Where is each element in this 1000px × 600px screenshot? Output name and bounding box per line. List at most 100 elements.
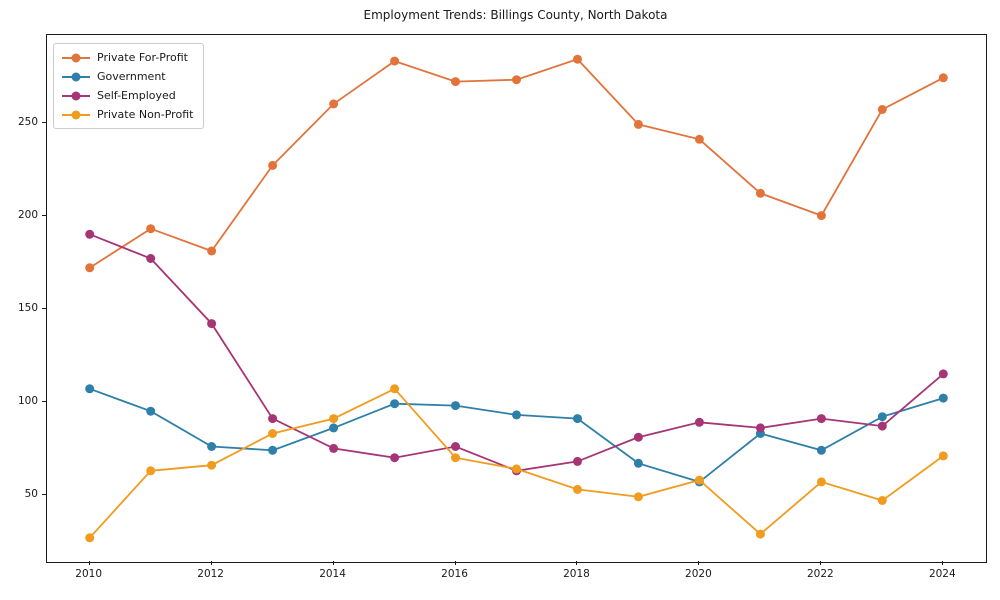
data-point: [329, 423, 339, 433]
legend: Private For-Profit Government Self-Emplo…: [53, 43, 205, 129]
y-tick-mark: [42, 307, 46, 309]
data-point: [755, 529, 765, 539]
y-tick-label: 150: [17, 301, 38, 314]
x-tick-mark: [698, 561, 700, 565]
data-point: [877, 105, 887, 114]
data-point: [816, 414, 826, 424]
data-point: [329, 99, 339, 109]
x-tick-label: 2022: [806, 568, 834, 580]
data-point: [207, 442, 217, 451]
x-tick-label: 2018: [563, 568, 590, 580]
line-marker-icon: [62, 91, 90, 100]
y-tick-label: 50: [24, 487, 38, 500]
x-tick-label: 2010: [75, 568, 103, 580]
data-point: [816, 477, 826, 487]
data-point: [755, 188, 765, 198]
data-point: [85, 384, 95, 394]
data-point: [451, 401, 460, 411]
data-point: [390, 56, 400, 66]
x-tick-label: 2024: [928, 568, 956, 580]
y-tick-mark: [42, 493, 46, 495]
data-point: [146, 406, 156, 416]
data-point: [146, 224, 156, 234]
data-point: [390, 453, 400, 463]
line-marker-icon: [62, 110, 90, 119]
chart-title: Employment Trends: Billings County, Nort…: [363, 8, 668, 22]
line-marker-icon: [62, 53, 90, 62]
data-point: [877, 421, 887, 431]
data-point: [877, 412, 887, 422]
data-point: [512, 464, 521, 474]
data-point: [329, 443, 339, 453]
legend-label: Self-Employed: [97, 89, 176, 102]
series-line-self-employed: [89, 233, 944, 472]
data-point: [573, 484, 582, 494]
data-point: [573, 456, 582, 466]
data-point: [694, 475, 704, 485]
x-tick-mark: [576, 561, 578, 565]
data-point: [633, 458, 643, 468]
data-point: [938, 73, 948, 83]
x-tick-mark: [454, 561, 456, 565]
data-point: [573, 54, 582, 64]
data-point: [816, 211, 826, 221]
x-tick-mark: [88, 561, 90, 565]
data-point: [816, 445, 826, 455]
data-point: [694, 417, 704, 427]
data-point: [451, 453, 460, 463]
legend-item-self-employed: Self-Employed: [62, 89, 193, 102]
series-line-private-for-profit: [89, 58, 944, 269]
data-point: [633, 492, 643, 502]
data-point: [207, 246, 217, 256]
data-point: [755, 423, 765, 433]
data-point: [146, 254, 156, 263]
x-tick-label: 2014: [319, 568, 346, 580]
y-tick-label: 100: [17, 394, 38, 407]
data-point: [451, 442, 460, 451]
data-point: [85, 263, 95, 273]
data-point: [329, 414, 339, 424]
data-point: [938, 451, 948, 461]
x-tick-label: 2016: [441, 568, 468, 580]
x-tick-mark: [942, 561, 944, 565]
x-tick-label: 2020: [685, 568, 712, 580]
data-point: [85, 229, 95, 239]
x-tick-mark: [210, 561, 212, 565]
y-tick-mark: [42, 400, 46, 402]
y-tick-label: 250: [17, 115, 38, 128]
data-point: [512, 75, 521, 85]
legend-item-government: Government: [62, 70, 193, 83]
data-point: [207, 460, 217, 470]
legend-label: Government: [97, 70, 166, 83]
data-point: [451, 77, 460, 87]
data-point: [390, 399, 400, 409]
x-tick-mark: [332, 561, 334, 565]
data-point: [633, 119, 643, 129]
data-point: [268, 429, 278, 438]
data-point: [268, 445, 278, 455]
legend-item-private-non-profit: Private Non-Profit: [62, 108, 193, 121]
data-point: [938, 393, 948, 403]
data-point: [573, 414, 582, 424]
data-point: [512, 410, 521, 420]
data-point: [268, 414, 278, 424]
data-point: [85, 533, 95, 543]
data-point: [268, 160, 278, 170]
data-point: [146, 466, 156, 476]
y-tick-mark: [42, 121, 46, 123]
plot-area: Private For-Profit Government Self-Emplo…: [46, 34, 987, 563]
x-tick-label: 2012: [197, 568, 224, 580]
line-chart: [85, 54, 948, 543]
line-marker-icon: [62, 72, 90, 81]
legend-item-private-for-profit: Private For-Profit: [62, 51, 193, 64]
legend-label: Private For-Profit: [97, 51, 188, 64]
legend-label: Private Non-Profit: [97, 108, 194, 121]
data-point: [938, 369, 948, 379]
data-point: [877, 496, 887, 505]
data-point: [694, 134, 704, 144]
data-point: [390, 384, 400, 394]
x-tick-mark: [820, 561, 822, 565]
data-point: [207, 319, 217, 329]
data-point: [633, 432, 643, 442]
